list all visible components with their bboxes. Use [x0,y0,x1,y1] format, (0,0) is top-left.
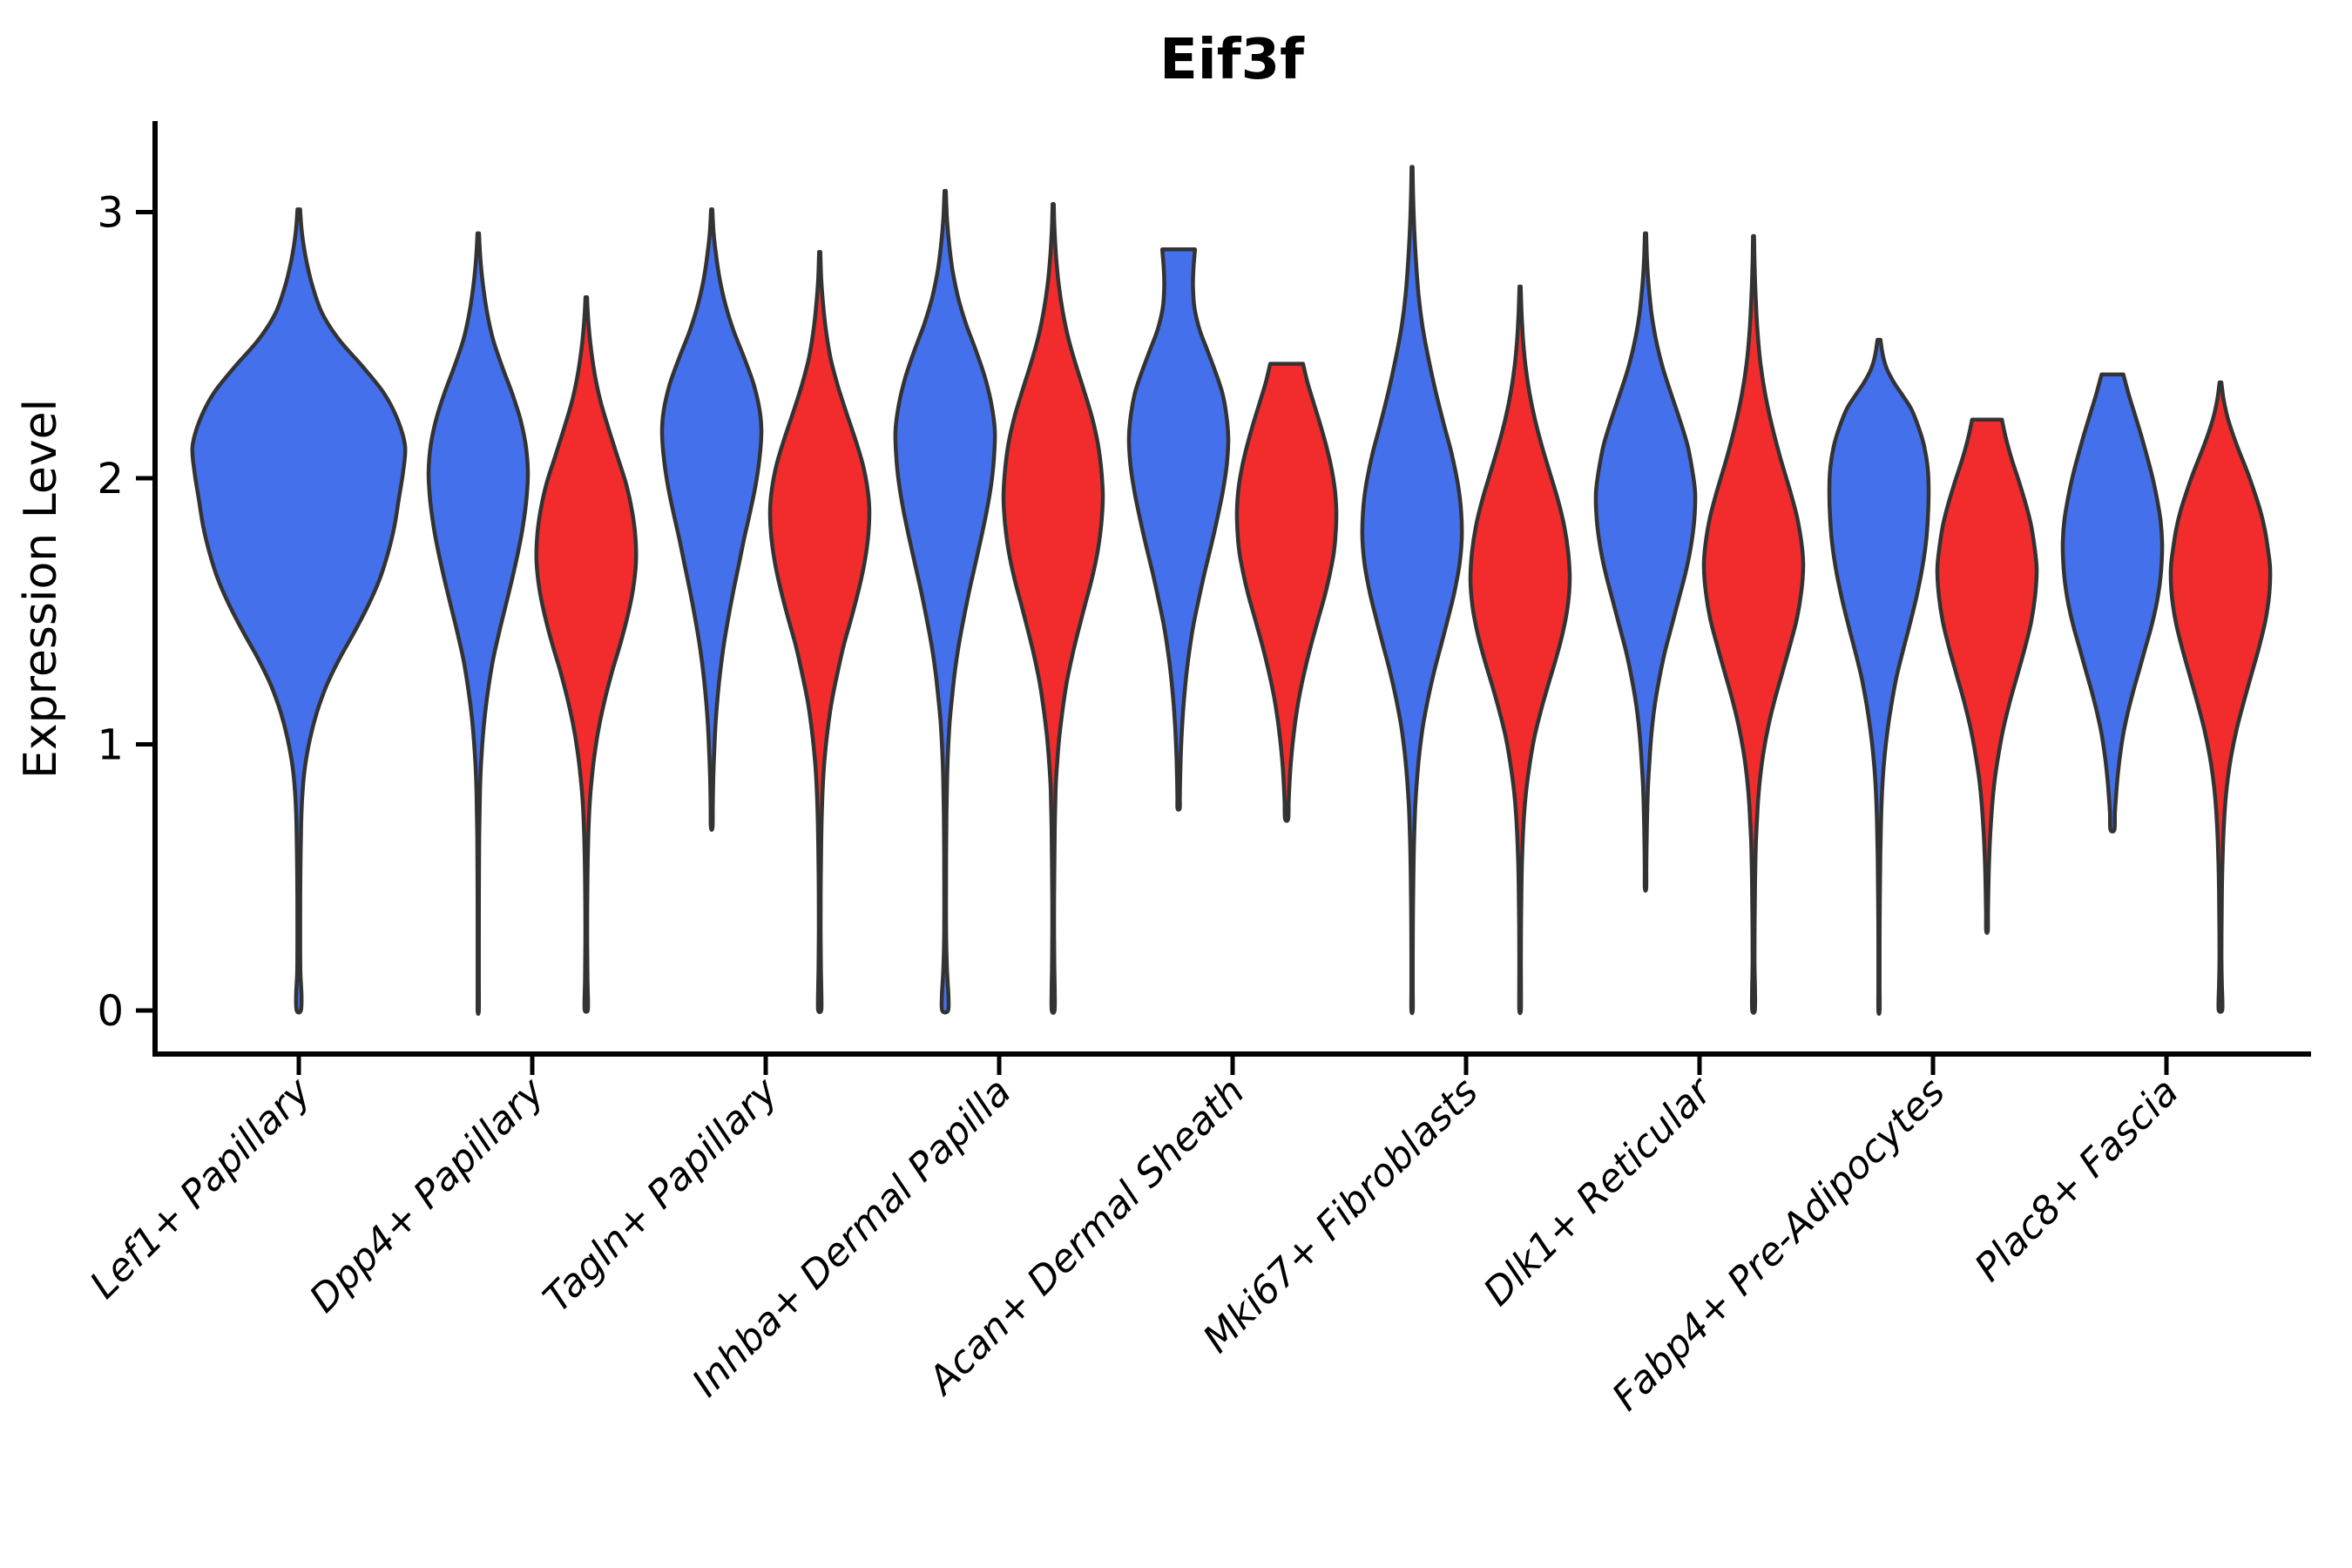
violin-2-group-red [767,250,872,1015]
violin-3-group-blue [893,188,997,1015]
x-tick-label-8: Plac8+ Fascia [1966,1070,2186,1290]
y-tick-label-1: 1 [97,721,124,770]
violin-3-group-red [1001,202,1105,1015]
violin-6-group-red [1701,233,1806,1015]
violin-8-group-red [2168,380,2273,1014]
violin-8-group-blue [2060,372,2165,834]
y-axis-label: Expression Level [15,399,67,779]
violin-1-group-red [534,295,639,1014]
x-tick-label-0: Lef1+ Papillary [82,1069,321,1308]
violin-4-group-red [1234,362,1339,823]
x-tick-label-1: Dpp4+ Papillary [301,1069,554,1321]
violin-7-group-red [1935,417,2039,936]
violins-layer [190,165,2273,1017]
x-tick-label-2: Tagln+ Papillary [535,1069,787,1321]
x-tick-label-6: Dlk1+ Reticular [1475,1068,1721,1315]
chart-title: Eif3f [1159,28,1305,92]
violin-2-group-blue [659,207,764,832]
violin-7-group-blue [1827,337,1931,1017]
violin-6-group-blue [1593,231,1698,893]
y-tick-label-2: 2 [97,455,124,504]
violin-5-group-blue [1360,165,1464,1016]
violin-4-group-blue [1126,247,1231,812]
violin-5-group-red [1468,284,1572,1016]
y-tick-label-0: 0 [97,987,124,1036]
violin-1-group-blue [426,231,531,1017]
y-tick-label-3: 3 [97,189,124,238]
violin-0-group-blue [190,207,408,1015]
